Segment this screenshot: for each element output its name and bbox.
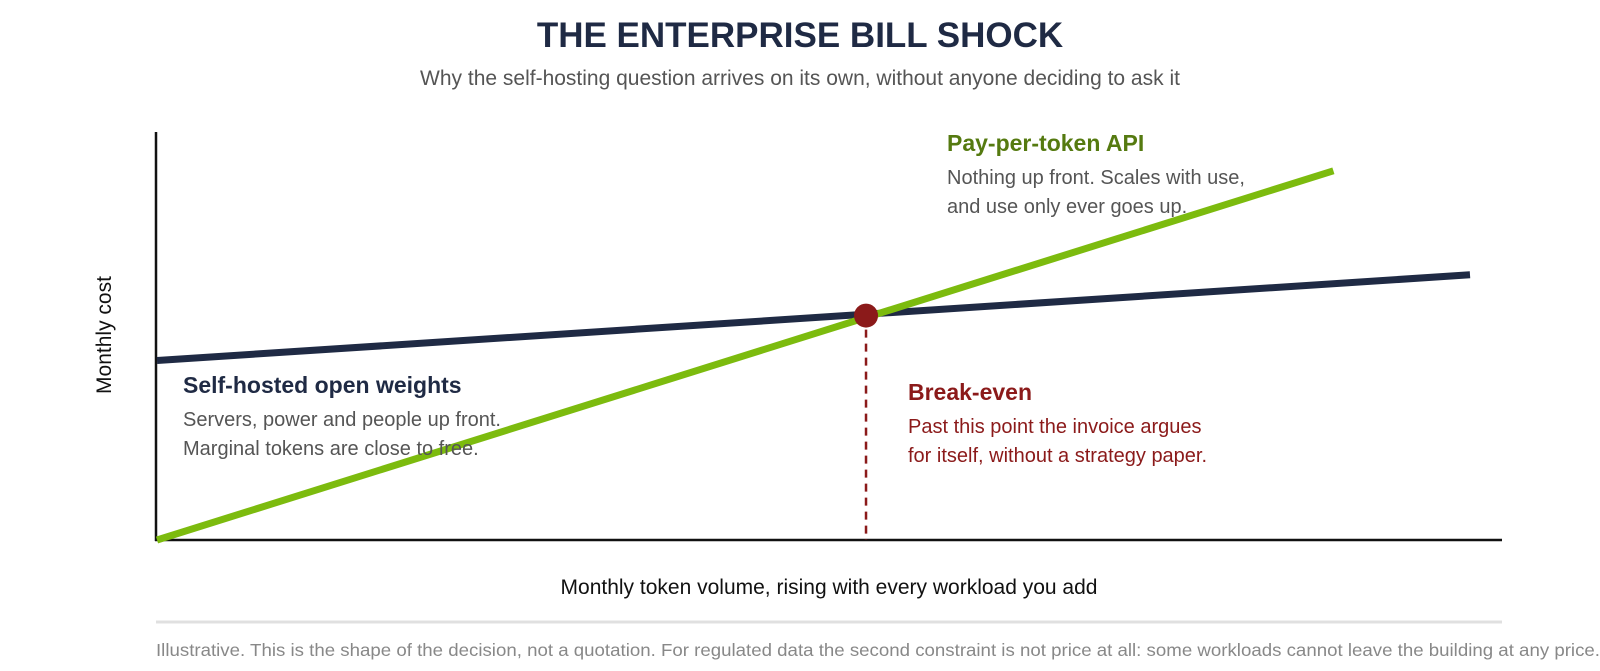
api-annotation-title: Pay-per-token API xyxy=(947,130,1144,156)
footnote: Illustrative. This is the shape of the d… xyxy=(156,640,1600,660)
break-even-annotation-title: Break-even xyxy=(908,379,1032,405)
self-hosted-annotation-line-2: Marginal tokens are close to free. xyxy=(183,438,479,460)
x-axis-label: Monthly token volume, rising with every … xyxy=(561,576,1098,599)
chart-subtitle: Why the self-hosting question arrives on… xyxy=(420,67,1180,90)
self-hosted-annotation-line-1: Servers, power and people up front. xyxy=(183,409,501,431)
chart-title: THE ENTERPRISE BILL SHOCK xyxy=(537,16,1063,55)
y-axis-label: Monthly cost xyxy=(93,276,116,394)
plot-area xyxy=(155,167,1471,544)
series-line-self-hosted xyxy=(156,271,1471,364)
break-even-marker xyxy=(854,303,879,328)
api-annotation-line-2: and use only ever goes up. xyxy=(947,196,1187,218)
series-line-api xyxy=(155,167,1335,544)
self-hosted-annotation-title: Self-hosted open weights xyxy=(183,372,462,398)
break-even-annotation-line-1: Past this point the invoice argues xyxy=(908,416,1202,438)
break-even-annotation-line-2: for itself, without a strategy paper. xyxy=(908,445,1207,467)
api-annotation-line-1: Nothing up front. Scales with use, xyxy=(947,167,1245,189)
